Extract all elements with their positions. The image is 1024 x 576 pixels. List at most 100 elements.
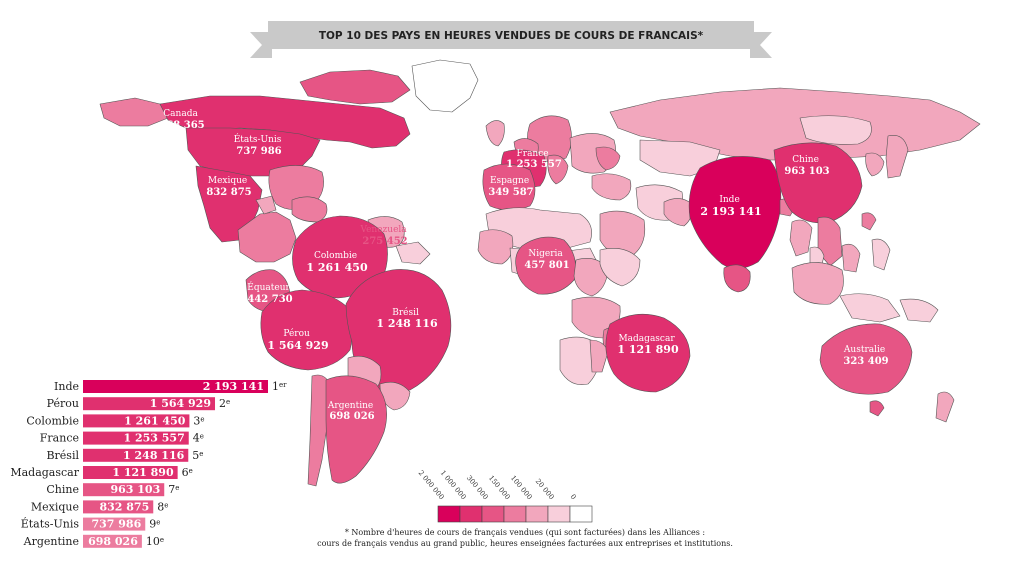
region-west-africa xyxy=(477,229,514,265)
label-espagne: Espagne 349 587 xyxy=(488,176,533,198)
region-tasmania xyxy=(869,400,885,417)
ranking-position-6: 6e xyxy=(182,466,193,479)
region-nigeria xyxy=(515,236,576,295)
label-canada: Canada 468 365 xyxy=(159,109,204,131)
ranking-value-6: 1 121 890 xyxy=(112,466,174,479)
ranking-bar-6 xyxy=(83,466,178,479)
region-madagascar xyxy=(605,313,691,393)
label-perou: Pérou 1 564 929 xyxy=(267,328,328,352)
region-cambodia xyxy=(841,243,861,273)
ranking-country-3: Colombie xyxy=(26,414,79,427)
ranking-bar-1 xyxy=(83,380,268,393)
ranking-bar-3 xyxy=(83,414,190,428)
legend-tick-5: 100 000 xyxy=(509,474,534,501)
title-banner: TOP 10 DES PAYS EN HEURES VENDUES DE COU… xyxy=(250,21,772,58)
region-switzerland xyxy=(595,146,621,171)
label-madagascar: Madagascar 1 121 890 xyxy=(617,334,679,356)
ranking-value-8: 832 875 xyxy=(99,500,149,513)
label-australie: Australie 323 409 xyxy=(843,345,889,367)
footnote-line2: cours de français vendus au grand public… xyxy=(317,539,733,548)
legend-swatch-3 xyxy=(481,505,505,523)
region-panama xyxy=(291,196,328,223)
label-argentine: Argentine 698 026 xyxy=(327,401,376,422)
ranking-country-5: Brésil xyxy=(46,449,79,462)
region-sri-lanka xyxy=(723,264,751,293)
region-philippines xyxy=(871,238,891,271)
region-mozambique xyxy=(589,339,609,373)
legend-tick-7: 0 xyxy=(569,493,578,502)
legend-swatch-4 xyxy=(503,505,527,523)
ranking-value-9: 737 986 xyxy=(91,518,141,531)
ranking-bar-9 xyxy=(83,517,146,531)
region-perou xyxy=(260,289,353,371)
ranking-position-9: 9e xyxy=(149,518,160,531)
ranking-country-4: France xyxy=(40,432,79,445)
region-guatemala xyxy=(255,195,277,215)
ranking-position-2: 2e xyxy=(219,397,230,410)
region-png xyxy=(899,298,939,323)
ranking-bar-7 xyxy=(83,483,165,497)
region-taiwan xyxy=(861,212,877,231)
region-japan xyxy=(885,135,909,179)
ranking-position-4: 4e xyxy=(193,432,204,445)
label-nigeria: Nigeria 457 801 xyxy=(524,249,569,271)
region-chine xyxy=(773,142,863,224)
ranking-bar-2 xyxy=(83,397,216,411)
banner-right-tail xyxy=(750,32,772,58)
footnote: * Nombre d'heures de cours de français v… xyxy=(280,527,770,549)
legend-tick-3: 300 000 xyxy=(465,474,490,501)
ranking-chart: Inde 2 193 141 1er Pérou 1 564 929 2e Colombie… xyxy=(10,380,287,548)
greenland xyxy=(411,59,479,113)
ranking-position-5: 5e xyxy=(192,449,203,462)
region-indonesia xyxy=(839,293,901,323)
region-guyanas xyxy=(395,241,431,265)
region-espagne xyxy=(482,163,536,211)
region-myanmar xyxy=(789,219,813,257)
region-inde xyxy=(688,156,782,269)
world-cartogram xyxy=(99,59,981,487)
ranking-bar-8 xyxy=(83,500,154,514)
region-malaysia xyxy=(791,262,844,305)
ranking-position-8: 8e xyxy=(157,500,168,513)
legend-swatch-5 xyxy=(525,505,549,523)
ranking-value-3: 1 261 450 xyxy=(124,414,186,427)
label-venezuela: Venezuela 275 452 xyxy=(359,225,409,247)
label-mexique: Mexique 832 875 xyxy=(206,176,251,198)
region-australie xyxy=(819,323,913,395)
region-turkey xyxy=(591,173,632,201)
legend-tick-4: 150 000 xyxy=(487,474,512,501)
ranking-bar-4 xyxy=(83,431,189,445)
alaska xyxy=(99,97,169,127)
ranking-country-1: Inde xyxy=(54,380,79,393)
label-chine: Chine 963 103 xyxy=(784,155,829,177)
region-pakistan xyxy=(663,198,693,227)
legend-swatch-7 xyxy=(569,505,593,523)
legend-swatch-6 xyxy=(547,505,571,523)
ranking-country-7: Chine xyxy=(46,483,79,496)
label-bresil: Brésil 1 248 116 xyxy=(376,307,438,330)
banner-body xyxy=(268,21,754,49)
legend-swatch-2 xyxy=(459,505,483,523)
region-uk xyxy=(485,120,505,147)
ranking-position-1: 1er xyxy=(272,380,287,393)
page-title: TOP 10 DES PAYS EN HEURES VENDUES DE COU… xyxy=(319,30,704,42)
ranking-bar-5 xyxy=(83,448,189,462)
ranking-bar-10 xyxy=(83,534,142,548)
region-vietnam xyxy=(817,216,843,267)
ranking-position-7: 7e xyxy=(168,483,179,496)
legend-swatch-1 xyxy=(437,505,461,523)
footnote-line1: * Nombre d'heures de cours de français v… xyxy=(344,528,706,537)
region-new-zealand xyxy=(935,391,955,423)
label-france: France 1 253 557 xyxy=(506,149,562,170)
region-argentine xyxy=(325,375,387,484)
ranking-value-5: 1 248 116 xyxy=(123,449,185,462)
region-mongolia xyxy=(799,115,872,145)
ranking-country-8: Mexique xyxy=(31,500,79,513)
ranking-value-1: 2 193 141 xyxy=(203,380,264,393)
region-central-america xyxy=(237,211,297,263)
ranking-value-10: 698 026 xyxy=(88,535,138,548)
region-ethiopia xyxy=(599,248,641,287)
ranking-country-6: Madagascar xyxy=(10,466,79,479)
